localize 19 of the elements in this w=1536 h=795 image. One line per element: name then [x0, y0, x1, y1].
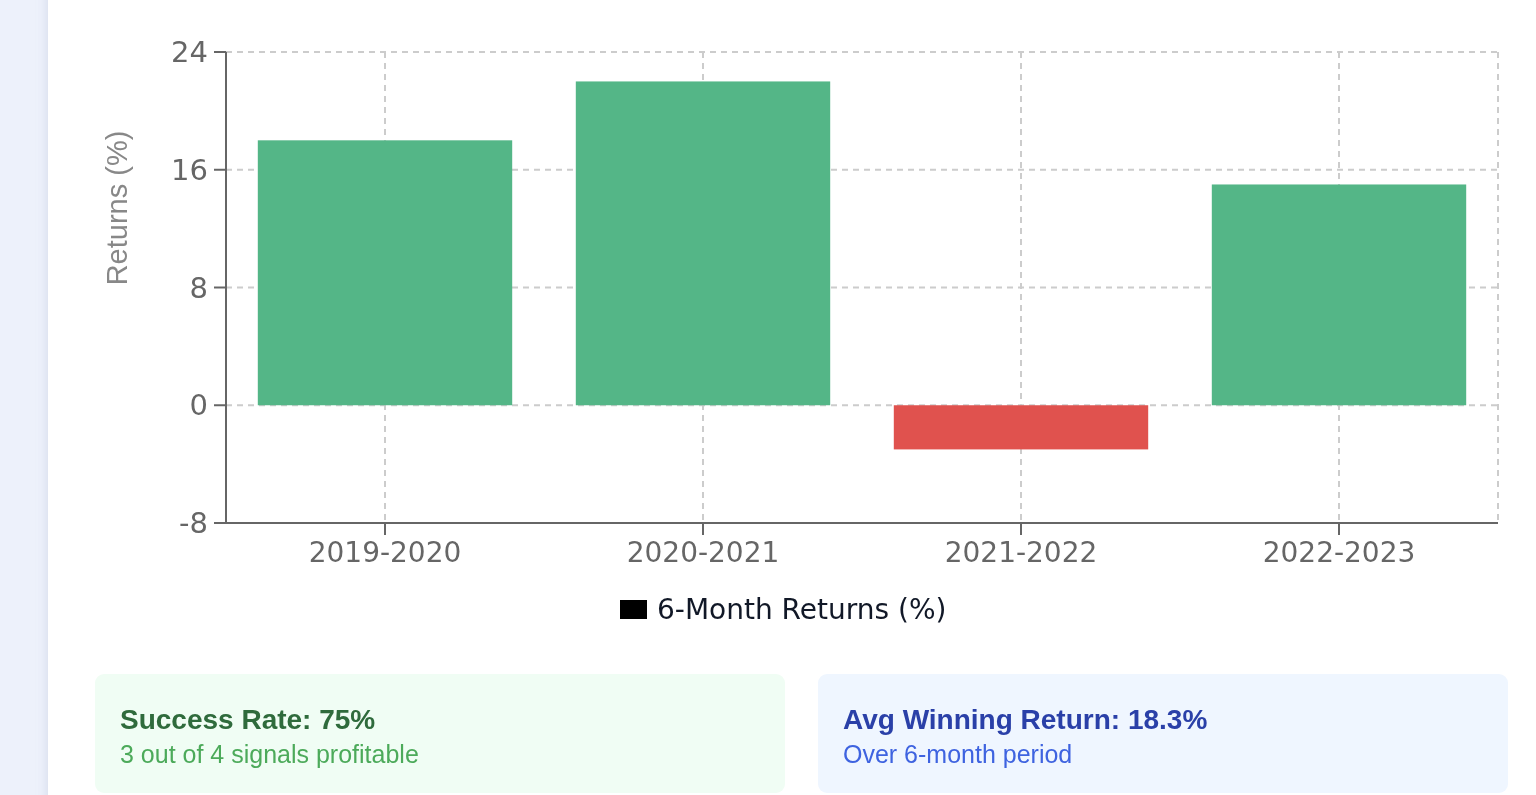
y-axis-title: Returns (%) [101, 130, 133, 286]
x-tick-label: 2022-2023 [1262, 535, 1416, 569]
y-tick-label: 24 [171, 35, 208, 69]
text: Over 6-month period [843, 740, 1073, 768]
y-tick-label: 0 [189, 388, 208, 423]
y-tick-label: 8 [189, 270, 208, 305]
bar [257, 140, 513, 406]
x-tick-label: 2020-2021 [626, 535, 780, 569]
text: Avg Winning Return: 18.3% [843, 704, 1208, 735]
text: Success Rate: 75% [120, 704, 376, 735]
y-tick-label: 16 [171, 152, 208, 187]
text: 3 out of 4 signals profitable [120, 740, 419, 768]
bar [1211, 184, 1467, 406]
bar [893, 405, 1149, 450]
x-tick-label: 2021-2022 [944, 535, 1098, 569]
x-tick-label: 2019-2020 [308, 535, 462, 569]
bar [575, 81, 831, 406]
text: 6-Month Returns (%) [657, 592, 947, 626]
y-tick-label: -8 [179, 506, 208, 540]
